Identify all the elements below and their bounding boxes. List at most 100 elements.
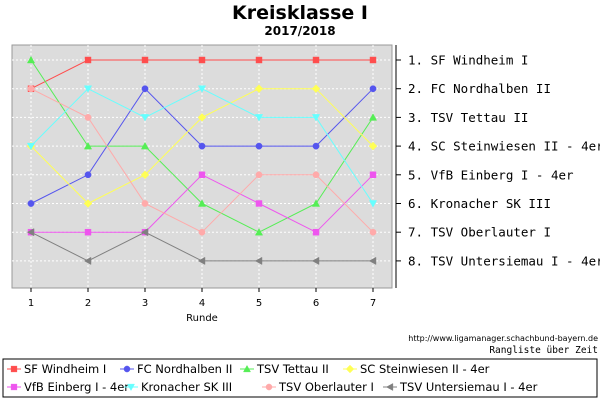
rank-label: 2. FC Nordhalben II: [408, 81, 551, 96]
data-point: [27, 200, 35, 207]
data-point: [27, 85, 35, 93]
legend: SF Windheim I FC Nordhalben II TSV Tettau …: [7, 362, 538, 394]
data-point: [198, 228, 206, 236]
rank-label: 5. VfB Einberg I - 4er: [408, 167, 574, 182]
legend-label: TSV Oberlauter I: [278, 380, 374, 394]
data-point: [311, 256, 320, 265]
data-point: [368, 113, 378, 121]
x-tick-label: 5: [256, 298, 262, 309]
rank-label: 6. Kronacher SK III: [408, 196, 551, 211]
legend-item: SF Windheim I: [7, 362, 106, 376]
data-point: [83, 199, 93, 208]
legend-label: VfB Einberg I - 4er: [24, 380, 129, 394]
legend-marker: [243, 364, 251, 373]
legend-label: FC Nordhalben II: [137, 362, 232, 376]
data-point: [83, 256, 92, 265]
data-point: [255, 142, 263, 150]
data-point: [84, 228, 92, 236]
data-point: [311, 114, 321, 122]
data-point: [141, 85, 149, 93]
ranking-note: Rangliste über Zeit: [489, 345, 598, 356]
data-point: [368, 256, 377, 265]
chart-subtitle: 2017/2018: [264, 24, 335, 38]
data-point: [198, 171, 206, 179]
data-point: [140, 141, 150, 150]
data-point: [254, 84, 264, 94]
legend-marker: [10, 383, 18, 391]
x-tick-label: 7: [370, 298, 376, 309]
data-point: [198, 56, 206, 64]
series-lines: [26, 55, 378, 265]
legend-label: TSV Tettau II: [256, 362, 329, 376]
data-point: [197, 113, 207, 122]
data-point: [84, 114, 92, 121]
series-8: [26, 228, 377, 265]
legend-label: TSV Untersiemau I - 4er: [399, 380, 538, 394]
data-point: [140, 228, 149, 237]
data-point: [83, 85, 93, 93]
x-tick-label: 4: [199, 298, 205, 309]
source-url: http://www.ligamanager.schachbund-bayern…: [408, 334, 598, 343]
data-point: [255, 56, 263, 64]
data-point: [254, 114, 264, 122]
x-tick-label: 6: [313, 298, 319, 309]
data-point: [140, 170, 150, 180]
data-point: [368, 141, 378, 151]
data-point: [197, 199, 207, 207]
rank-label: 3. TSV Tettau II: [408, 110, 528, 125]
data-point: [311, 199, 321, 207]
series-2: [27, 85, 377, 207]
data-point: [312, 56, 320, 64]
data-point: [141, 200, 149, 207]
data-point: [84, 171, 92, 179]
legend-box: [2, 358, 598, 398]
data-point: [141, 56, 149, 64]
x-tick-label: 1: [28, 298, 34, 309]
data-point: [311, 84, 321, 94]
data-point: [369, 171, 377, 179]
data-point: [197, 85, 207, 93]
data-point: [254, 228, 264, 236]
data-point: [198, 142, 206, 150]
legend-item: FC Nordhalben II: [120, 362, 232, 376]
data-point: [368, 200, 378, 208]
legend-label: SC Steinwiesen II - 4er: [360, 362, 490, 376]
legend-label: Kronacher SK III: [141, 380, 232, 394]
rank-label: 4. SC Steinwiesen II - 4er: [408, 139, 600, 154]
data-point: [84, 56, 92, 64]
data-point: [255, 171, 263, 179]
legend-marker: [123, 365, 131, 373]
x-axis: 1 2 3 4 5 6 7: [28, 288, 376, 309]
data-point: [312, 171, 320, 179]
data-point: [83, 141, 93, 150]
legend-marker: [265, 383, 273, 391]
series-1: [27, 56, 377, 92]
legend-item: SC Steinwiesen II - 4er: [343, 362, 490, 376]
legend-item: Kronacher SK III: [124, 380, 232, 394]
data-point: [312, 228, 320, 236]
legend-marker: [345, 364, 355, 374]
data-point: [197, 256, 206, 265]
x-tick-label: 2: [85, 298, 91, 309]
series-6: [26, 85, 378, 208]
data-point: [312, 142, 320, 150]
legend-item: TSV Untersiemau I - 4er: [383, 380, 538, 394]
data-point: [26, 55, 36, 64]
chart-title: Kreisklasse I: [232, 2, 368, 24]
series-4: [26, 84, 378, 208]
legend-marker: [10, 365, 18, 373]
rank-axis: 1. SF Windheim I 2. FC Nordhalben II 3. TS…: [395, 45, 600, 288]
data-point: [255, 200, 263, 207]
rank-label: 8. TSV Untersiemau I - 4er: [408, 253, 600, 268]
series-3: [26, 55, 378, 236]
x-axis-label: Runde: [186, 313, 218, 324]
rank-label: 1. SF Windheim I: [408, 53, 528, 68]
legend-item: VfB Einberg I - 4er: [7, 380, 129, 394]
legend-marker: [127, 383, 135, 392]
data-point: [369, 228, 377, 236]
data-point: [254, 256, 263, 265]
legend-marker: [385, 383, 394, 391]
data-point: [369, 85, 377, 93]
x-tick-label: 3: [142, 298, 148, 309]
